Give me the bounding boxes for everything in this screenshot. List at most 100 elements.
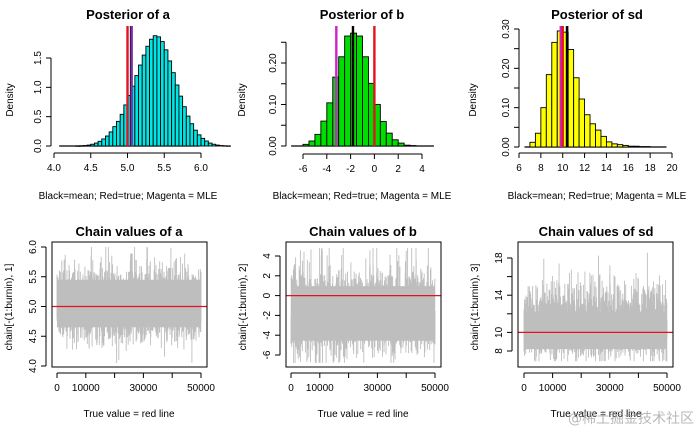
x-tick-label: -2 <box>346 164 355 175</box>
y-axis-label: chain[-(1:burnin), 2] <box>238 263 249 350</box>
x-tick-label: 14 <box>601 163 613 174</box>
histogram-bar <box>584 114 591 148</box>
x-axis-label: True value = red line <box>317 409 409 420</box>
y-tick-label: -4 <box>262 330 273 339</box>
x-tick-label: 50000 <box>421 383 449 394</box>
histogram-bar <box>200 137 206 147</box>
x-tick-label: 20 <box>666 163 678 174</box>
panel-posterior-sd: Posterior of sd Black=mean; Red=true; Ma… <box>468 7 687 202</box>
x-tick-label: 10 <box>557 163 569 174</box>
histogram-bar <box>86 144 92 147</box>
histogram-bar <box>171 72 176 147</box>
histogram-bar <box>104 135 110 147</box>
x-tick-label: 10000 <box>306 383 334 394</box>
histogram-bar <box>149 38 154 147</box>
histogram-bar <box>356 35 363 147</box>
chart-title: Posterior of sd <box>551 7 643 22</box>
y-tick-label: 0 <box>262 292 273 298</box>
histogram-bar <box>185 115 191 147</box>
x-axis-label: Black=mean; Red=true; Magenta = MLE <box>273 191 452 202</box>
histogram-bar <box>385 132 393 147</box>
panel-trace-sd: Chain values of sd True value = red line… <box>470 224 681 420</box>
watermark: @稀土掘金技术社区 <box>568 411 694 427</box>
x-tick-label: 18 <box>645 163 657 174</box>
plot-frame <box>517 241 674 368</box>
x-tick-label: 5.5 <box>157 163 171 174</box>
x-tick-label: 0 <box>521 383 527 394</box>
chart-title: Posterior of a <box>86 7 171 22</box>
histogram-bar <box>112 126 117 147</box>
histogram-bar <box>595 129 602 148</box>
histogram-bar <box>134 75 139 147</box>
histogram-bar <box>215 144 220 147</box>
y-tick-label: 0.10 <box>268 94 279 114</box>
histogram-bar <box>160 41 165 147</box>
histogram-bar <box>189 123 195 147</box>
histogram-bar <box>90 143 95 147</box>
y-tick-label: 8 <box>494 348 505 354</box>
histogram-bar <box>207 142 213 147</box>
histogram-bar <box>611 143 618 148</box>
histogram-bar <box>196 134 202 147</box>
histogram-bar <box>605 141 613 148</box>
panel-posterior-b: Posterior of b Black=mean; Red=true; Mag… <box>237 7 452 202</box>
histogram-bar <box>141 54 147 147</box>
x-tick-label: 10000 <box>72 383 100 394</box>
histogram-bar <box>101 138 106 147</box>
histogram-bar <box>397 142 405 147</box>
x-tick-label: 10000 <box>539 383 567 394</box>
y-tick-label: 14 <box>494 289 505 301</box>
histogram-bar <box>362 56 369 147</box>
plot-frame <box>51 241 208 368</box>
x-tick-label: 0 <box>288 383 294 394</box>
x-tick-label: 6.0 <box>194 163 208 174</box>
y-tick-label: 0.30 <box>501 19 512 39</box>
y-tick-label: 0.10 <box>501 97 512 117</box>
histogram-bar <box>93 142 99 147</box>
y-tick-label: 0.00 <box>268 136 279 156</box>
histogram-bar <box>589 123 596 148</box>
y-tick-label: 0.00 <box>501 137 512 157</box>
histogram-bar <box>622 144 629 148</box>
y-axis-label: Density <box>468 83 479 116</box>
histogram-bar <box>178 95 184 147</box>
histogram-bar <box>182 106 187 147</box>
histogram-bar <box>616 144 624 148</box>
histogram-bar <box>540 107 547 148</box>
histogram-bar <box>529 141 536 148</box>
histogram-bar <box>211 143 217 147</box>
histogram-bar <box>174 84 180 147</box>
x-tick-label: -4 <box>322 164 331 175</box>
histogram-bar <box>108 131 114 147</box>
chart-title: Chain values of b <box>309 224 417 239</box>
y-axis-label: chain[-(1:burnin), 3] <box>470 263 481 350</box>
histogram-bar <box>326 102 334 147</box>
y-tick-label: 5.0 <box>28 299 39 313</box>
histogram-bar <box>116 120 121 147</box>
y-tick-label: 1.5 <box>33 51 44 65</box>
histogram-bar <box>534 132 542 148</box>
y-tick-label: 5.5 <box>28 269 39 283</box>
histogram-bar <box>163 49 169 147</box>
y-tick-label: 0.20 <box>268 53 279 73</box>
histogram-bar <box>152 35 158 147</box>
x-tick-label: 4.5 <box>84 163 98 174</box>
histogram-bar <box>138 64 143 147</box>
x-tick-label: 4.0 <box>47 163 61 174</box>
histogram-bar <box>156 36 162 147</box>
x-tick-label: 2 <box>395 164 401 175</box>
histogram-bar <box>204 140 209 147</box>
histogram-bar <box>344 35 352 147</box>
x-tick-label: 0 <box>372 164 378 175</box>
y-axis-label: chain[-(1:burnin), 1] <box>4 263 15 350</box>
y-tick-label: -2 <box>262 311 273 320</box>
x-tick-label: 8 <box>538 163 544 174</box>
y-tick-label: 6.0 <box>28 240 39 254</box>
histogram-bar <box>145 45 150 147</box>
trace-line <box>523 252 668 362</box>
y-tick-label: 10 <box>494 326 505 338</box>
histogram-bar <box>573 77 580 148</box>
histogram-bar <box>97 140 103 147</box>
x-tick-label: 30000 <box>129 383 157 394</box>
